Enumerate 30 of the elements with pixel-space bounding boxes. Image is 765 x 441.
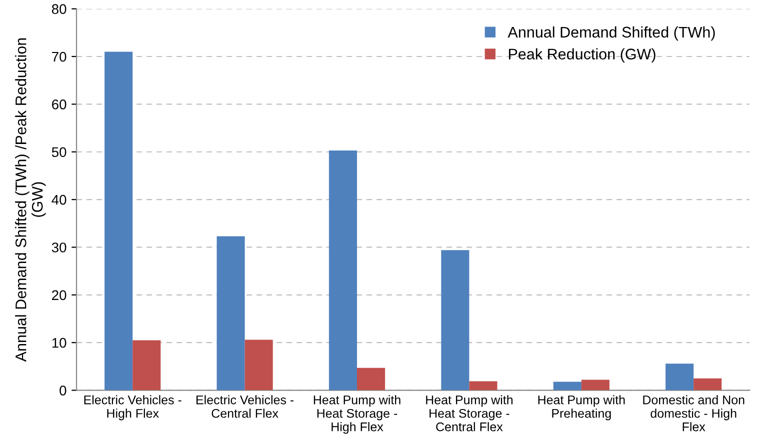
x-tick-label: Electric Vehicles - Central Flex	[196, 395, 294, 418]
bar	[357, 368, 386, 390]
bar	[132, 340, 161, 390]
bar	[694, 378, 722, 390]
x-tick-label: Electric Vehicles - High Flex	[84, 395, 182, 420]
bar	[244, 340, 273, 390]
x-tick-label: Heat Pump with Preheating	[538, 395, 625, 420]
x-tick-label: Heat Pump with Heat Storage - Central Flex	[426, 395, 513, 432]
bar	[666, 364, 694, 390]
y-tick-label: 50	[52, 147, 66, 158]
y-tick-label: 40	[52, 194, 66, 205]
y-axis-title: Annual Demand Shifted (TWh) /Peak Reduction (GW)	[15, 38, 46, 362]
x-tick-label: Domestic and Non domestic - High Flex	[643, 395, 744, 432]
x-tick-label: Heat Pump with Heat Storage - High Flex	[314, 395, 400, 434]
y-tick-label: 30	[52, 242, 66, 252]
y-tick-label: 0	[60, 386, 66, 396]
bar	[216, 236, 245, 390]
y-tick-label: 70	[52, 52, 66, 62]
bar	[469, 381, 498, 390]
legend-label: Peak Reduction (GW)	[508, 48, 656, 62]
y-tick-label: 20	[52, 290, 66, 300]
y-tick-label: 10	[52, 338, 66, 348]
bar	[581, 380, 610, 390]
y-tick-label: 60	[52, 100, 66, 110]
bar	[328, 150, 357, 390]
bar	[553, 382, 582, 390]
bar	[441, 250, 470, 390]
legend-label: Annual Demand Shifted (TWh)	[508, 26, 715, 41]
bar	[104, 52, 133, 390]
y-tick-label: 80	[52, 4, 66, 14]
